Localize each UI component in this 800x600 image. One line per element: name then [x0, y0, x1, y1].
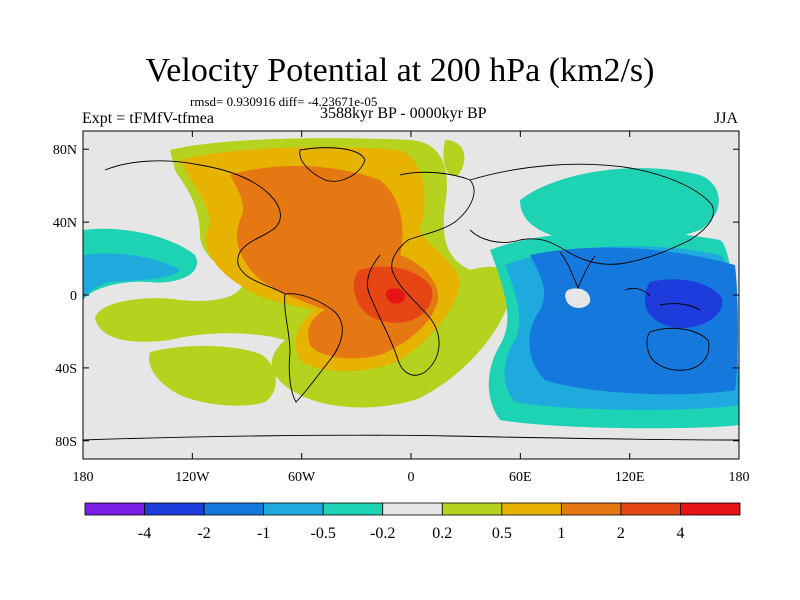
- colorbar-swatch: [680, 502, 741, 516]
- experiment-label: Expt = tFMfV-tfmea: [82, 110, 214, 127]
- stats-label: rmsd= 0.930916 diff= -4.23671e-05: [190, 94, 378, 109]
- contour-gap-arabian-sea: [565, 288, 591, 308]
- axis-ticks: 180 120W 60W 0 60E 120E 180 80N 40N 0 40S 80S: [53, 131, 750, 485]
- colorbar-label: -4: [138, 525, 151, 542]
- contour-negative-0.2-eurasia: [520, 168, 719, 243]
- colorbar-swatch: [620, 502, 681, 516]
- colorbar-swatch: [84, 502, 145, 516]
- x-tick-label: 180: [729, 470, 750, 485]
- y-tick-label: 80N: [53, 143, 77, 158]
- colorbar-label: 0.2: [432, 525, 452, 542]
- x-tick-label: 120E: [615, 470, 645, 485]
- colorbar-swatch: [263, 502, 324, 516]
- y-tick-label: 40N: [53, 216, 77, 231]
- period-label: 3588kyr BP - 0000kyr BP: [320, 105, 487, 122]
- contour-negative-0.5-east-pacific: [83, 253, 180, 300]
- colorbar-swatch: [560, 502, 622, 516]
- x-tick-label: 120W: [175, 470, 210, 485]
- colorbar-swatch: [144, 502, 205, 516]
- x-tick-label: 60W: [288, 470, 316, 485]
- contour-positive-0.2-arctic: [443, 140, 465, 176]
- colorbar-label: -1: [257, 525, 270, 542]
- contour-negative-2-indopacific: [645, 279, 723, 328]
- colorbar-label: 2: [617, 525, 625, 542]
- map-panel: [83, 131, 739, 459]
- colorbar-label: 4: [676, 525, 684, 542]
- contour-positive-4: [385, 288, 406, 304]
- colorbar: -4 -2 -1 -0.5 -0.2 0.2 0.5 1 2 4: [84, 502, 741, 542]
- colorbar-label: -0.2: [370, 525, 395, 542]
- y-tick-label: 40S: [55, 362, 77, 377]
- plot-title: Velocity Potential at 200 hPa (km2/s): [145, 52, 655, 89]
- x-tick-label: 60E: [509, 470, 532, 485]
- colorbar-label: -2: [197, 525, 210, 542]
- colorbar-label: 1: [557, 525, 565, 542]
- colorbar-label: 0.5: [492, 525, 512, 542]
- colorbar-label: -0.5: [311, 525, 336, 542]
- y-tick-label: 80S: [55, 435, 77, 450]
- colorbar-swatch: [203, 502, 265, 516]
- y-tick-label: 0: [70, 289, 77, 304]
- colorbar-swatch: [322, 502, 384, 516]
- x-tick-label: 0: [408, 470, 415, 485]
- x-tick-label: 180: [73, 470, 94, 485]
- colorbar-swatch: [382, 502, 443, 516]
- colorbar-swatch: [501, 502, 562, 516]
- contour-positive-0.2-south-pacific: [149, 345, 276, 406]
- coastlines: [83, 147, 739, 441]
- season-label: JJA: [714, 110, 739, 127]
- colorbar-swatch: [441, 502, 503, 516]
